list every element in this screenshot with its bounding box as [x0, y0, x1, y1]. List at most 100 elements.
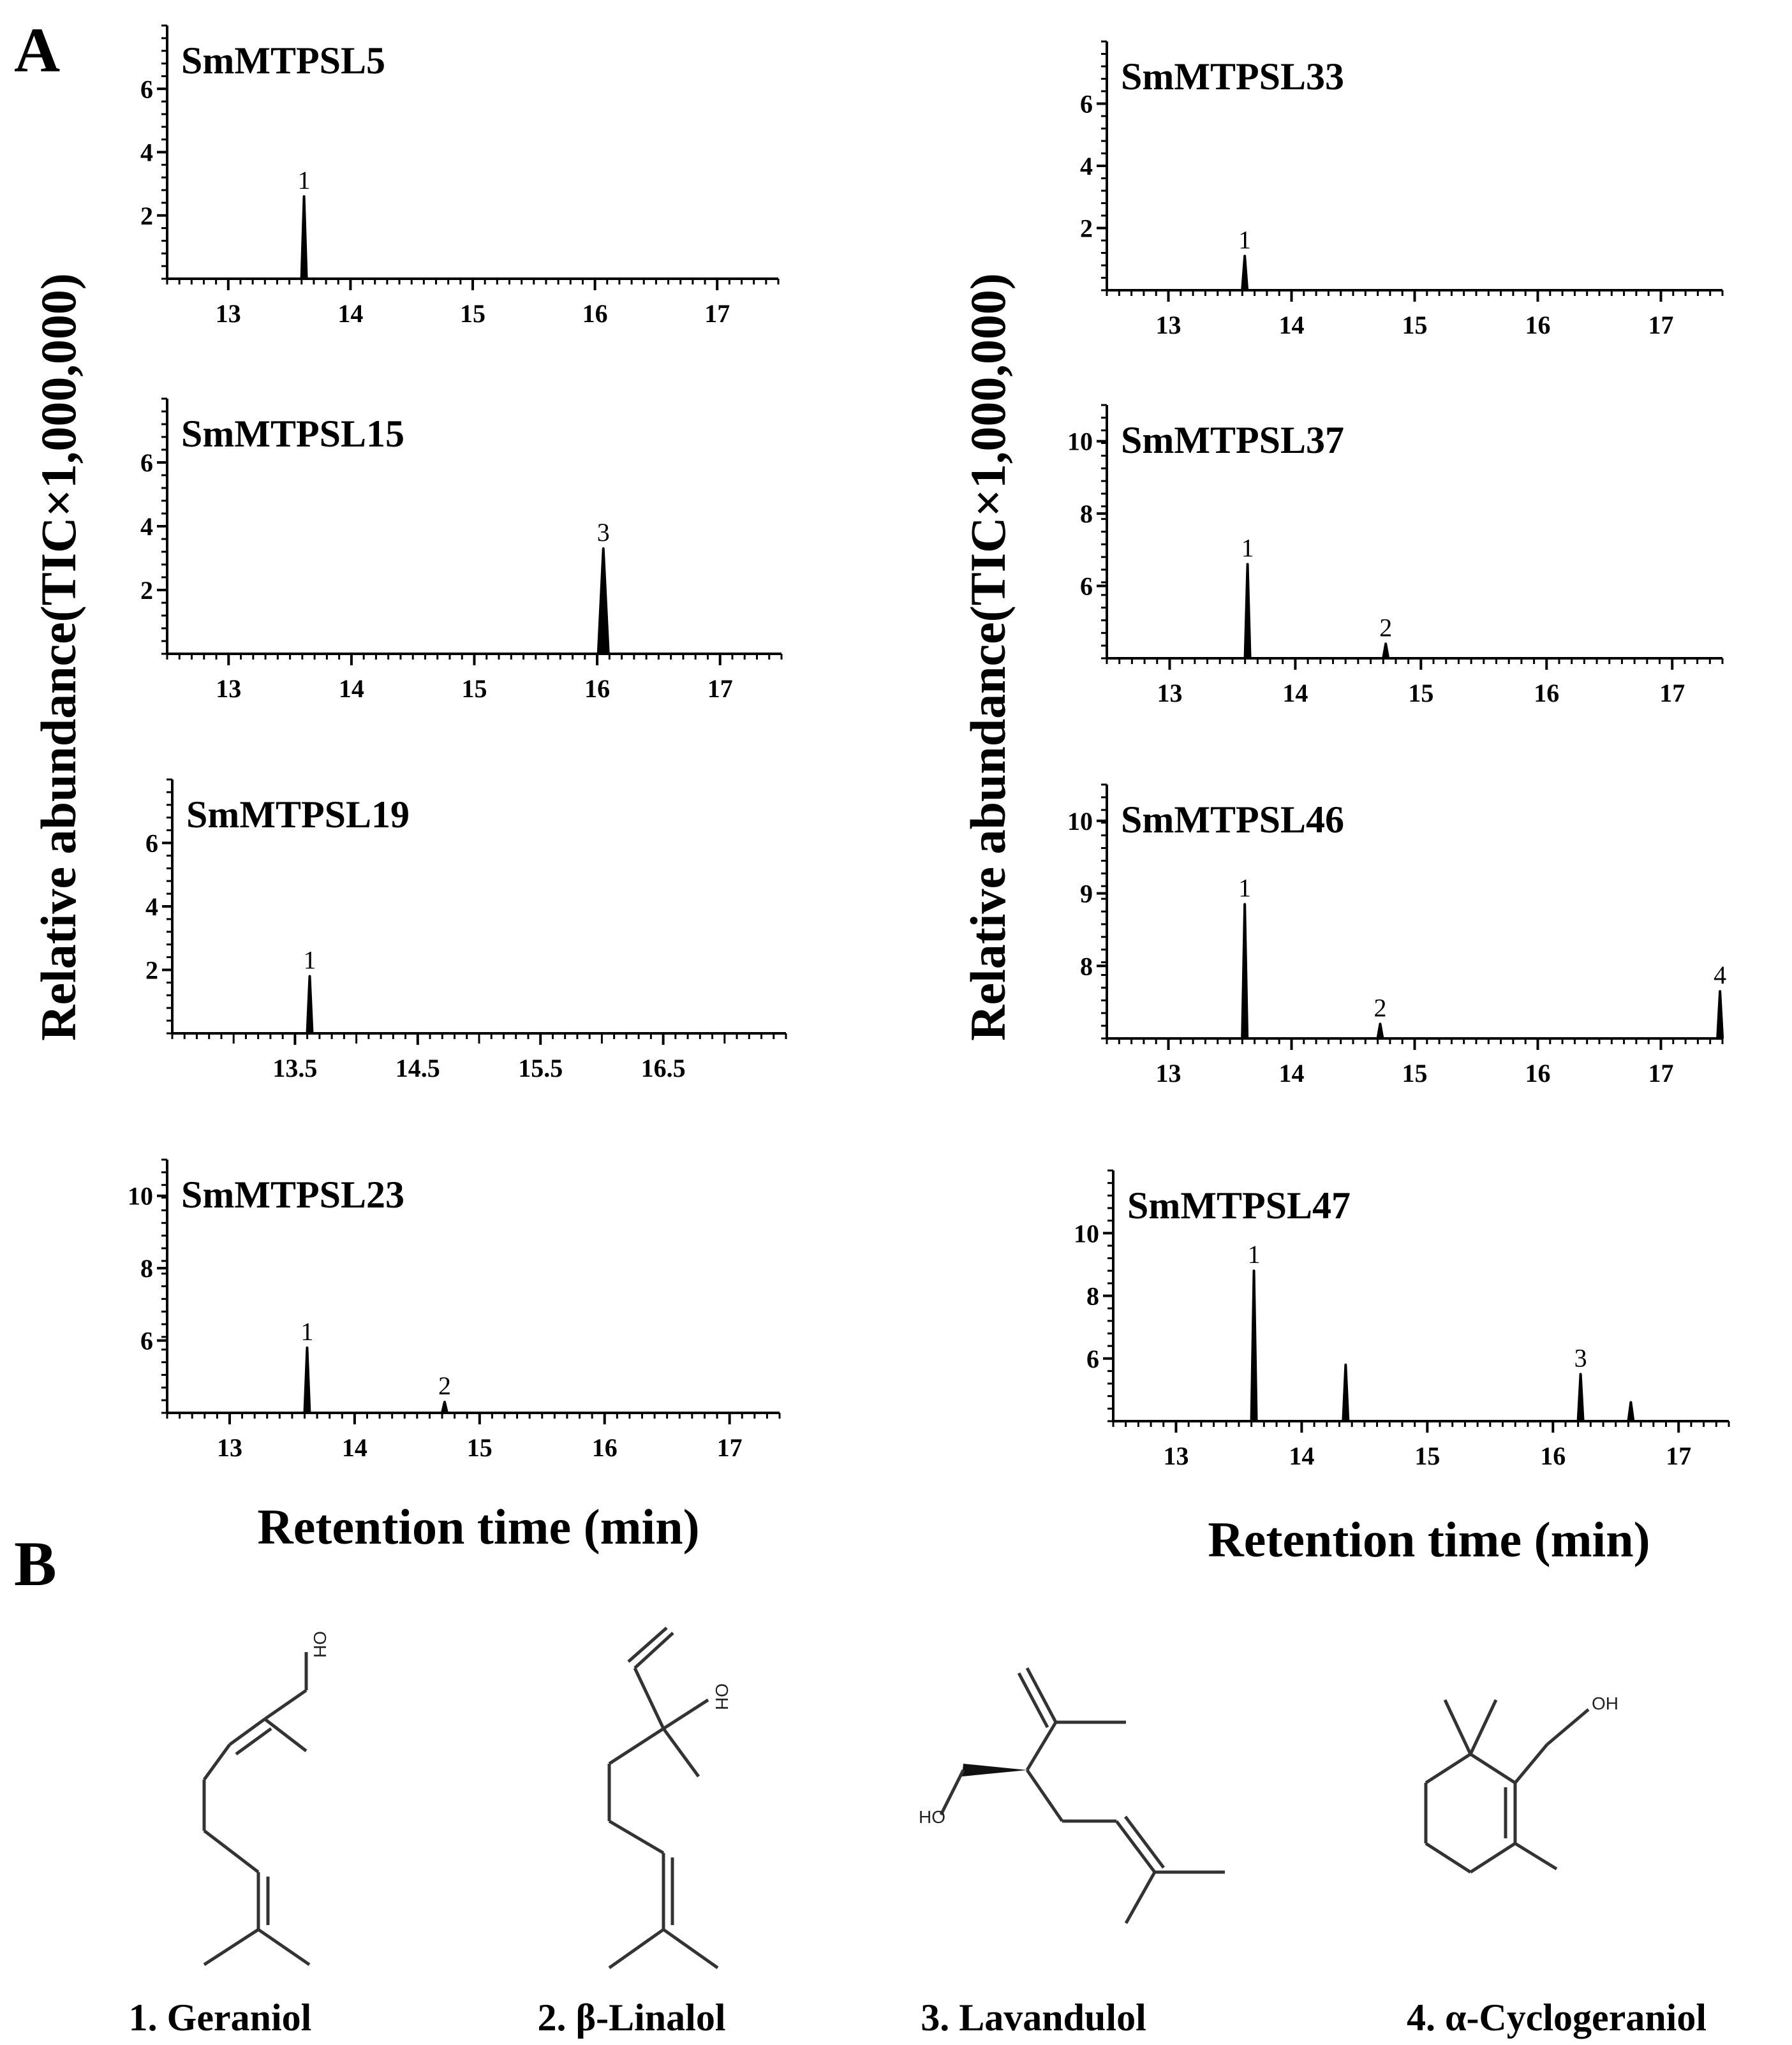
x-tick-label: 16 — [1525, 1059, 1551, 1088]
x-tick-label: 13 — [1156, 1059, 1181, 1088]
peak — [596, 547, 610, 654]
x-tick-label: 14 — [339, 674, 364, 703]
y-tick-label: 8 — [1080, 952, 1093, 980]
x-tick-label: 16 — [1525, 311, 1551, 339]
peak-label: 3 — [1574, 1343, 1587, 1372]
peak-label: 1 — [300, 1317, 313, 1346]
peak — [1382, 642, 1390, 659]
chart-title: SmMTPSL46 — [1121, 799, 1344, 841]
y-tick-label: 2 — [1080, 214, 1093, 243]
chart-title: SmMTPSL19 — [186, 794, 410, 836]
x-tick-label: 14 — [342, 1433, 367, 1462]
peak-label: 1 — [1238, 225, 1251, 254]
peak-label: 1 — [298, 166, 311, 195]
x-tick-label: 16 — [592, 1433, 618, 1462]
x-tick-label: 13.5 — [272, 1054, 317, 1082]
y-tick-label: 10 — [1067, 427, 1093, 456]
x-tick-label: 16 — [584, 674, 610, 703]
y-tick-label: 6 — [145, 829, 158, 858]
cyclogeraniol-structure: OH — [1424, 1694, 1618, 1874]
x-tick-label: 13 — [216, 674, 241, 703]
x-tick-label: 17 — [717, 1433, 743, 1462]
x-tick-label: 13 — [1156, 311, 1181, 339]
y-tick-label: 4 — [145, 892, 158, 921]
x-tick-label: 17 — [1659, 679, 1685, 707]
chart-1: 13 14 15 16 17 2 4 6 SmMTPSL5 1 — [140, 24, 780, 328]
y-tick-label: 2 — [140, 202, 153, 230]
x-tick-label: 16 — [1534, 679, 1559, 707]
x-tick-label: 14.5 — [396, 1054, 440, 1082]
x-tick-label: 17 — [1648, 1059, 1674, 1088]
x-tick-label: 15 — [1414, 1442, 1440, 1470]
linalol-oh-label: OH — [712, 1683, 732, 1710]
geraniol-structure: OH — [202, 1631, 330, 1967]
peak — [1241, 903, 1249, 1039]
peak — [306, 975, 314, 1034]
chart-title: SmMTPSL37 — [1121, 419, 1344, 461]
x-tick-label: 14 — [1279, 311, 1305, 339]
linalol-structure: OH — [607, 1627, 732, 1970]
y-tick-label: 10 — [128, 1182, 153, 1211]
y-tick-label: 6 — [1080, 572, 1093, 601]
chart-5: 13 14 15 16 17 2 4 6 SmMTPSL33 1 — [1080, 40, 1724, 339]
panel-letter-b: B — [14, 1528, 57, 1599]
peak — [1243, 563, 1252, 659]
x-tick-label: 15.5 — [518, 1054, 563, 1082]
peak-label: 3 — [597, 518, 610, 547]
y-tick-label: 4 — [1080, 152, 1093, 181]
y-tick-label: 4 — [140, 512, 153, 541]
y-tick-label: 6 — [1086, 1345, 1099, 1373]
x-tick-label: 15 — [460, 299, 485, 328]
y-tick-label: 8 — [140, 1254, 153, 1283]
peak-label: 2 — [1374, 993, 1386, 1022]
x-tick-label: 14 — [1282, 679, 1308, 707]
peak — [1250, 1269, 1258, 1422]
y-tick-label: 9 — [1080, 880, 1093, 908]
x-tick-label: 17 — [1666, 1442, 1691, 1470]
panel-letter-a: A — [14, 15, 60, 85]
peak — [1627, 1401, 1635, 1422]
x-tick-label: 16.5 — [641, 1054, 686, 1082]
x-tick-label: 15 — [467, 1433, 492, 1462]
x-tick-label: 17 — [704, 299, 730, 328]
chart-title: SmMTPSL5 — [181, 40, 385, 82]
chart-7: 13 14 15 16 17 8 9 10 SmMTPSL46 1 2 4 — [1067, 783, 1726, 1088]
x-tick-label: 15 — [462, 674, 487, 703]
chart-3: 13.5 14.5 15.5 16.5 2 4 6 SmMTPSL19 1 — [145, 778, 787, 1082]
peak — [1241, 255, 1249, 291]
y-tick-label: 2 — [145, 956, 158, 985]
x-tick-label: 16 — [1540, 1442, 1566, 1470]
y-tick-label: 6 — [140, 75, 153, 103]
peak-label: 2 — [438, 1371, 451, 1400]
peak-label: 4 — [1714, 961, 1726, 989]
compound-name-3: 3. Lavandulol — [921, 1997, 1146, 2039]
y-tick-label: 8 — [1086, 1282, 1099, 1311]
chart-title: SmMTPSL23 — [181, 1174, 404, 1216]
peak — [440, 1400, 448, 1414]
x-tick-label: 14 — [1279, 1059, 1305, 1088]
y-tick-label: 2 — [140, 576, 153, 605]
peak — [303, 1346, 311, 1414]
x-tick-label: 15 — [1408, 679, 1433, 707]
y-axis-label-left: Relative abundance(TIC×1,000,000) — [31, 273, 86, 1041]
x-tick-label: 14 — [1289, 1442, 1314, 1470]
x-tick-label: 13 — [216, 299, 241, 328]
x-tick-label: 16 — [582, 299, 608, 328]
peak-label: 1 — [1238, 874, 1251, 903]
peak-label: 1 — [1248, 1240, 1261, 1269]
lavandulol-structure: HO — [919, 1667, 1225, 1924]
chart-4: 13 14 15 16 17 6 8 10 SmMTPSL23 1 2 — [128, 1158, 781, 1462]
compound-name-1: 1. Geraniol — [129, 1997, 312, 2039]
geraniol-oh-label: OH — [310, 1631, 330, 1658]
peak-label: 1 — [1241, 534, 1254, 563]
compound-name-2: 2. β-Linalol — [538, 1997, 726, 2039]
x-tick-label: 13 — [1157, 679, 1182, 707]
x-tick-label: 17 — [707, 674, 733, 703]
cyclogeraniol-oh-label: OH — [1592, 1694, 1618, 1713]
chart-6: 13 14 15 16 17 6 8 10 SmMTPSL37 1 2 — [1067, 404, 1724, 707]
y-tick-label: 6 — [140, 1327, 153, 1355]
x-tick-label: 15 — [1402, 1059, 1428, 1088]
